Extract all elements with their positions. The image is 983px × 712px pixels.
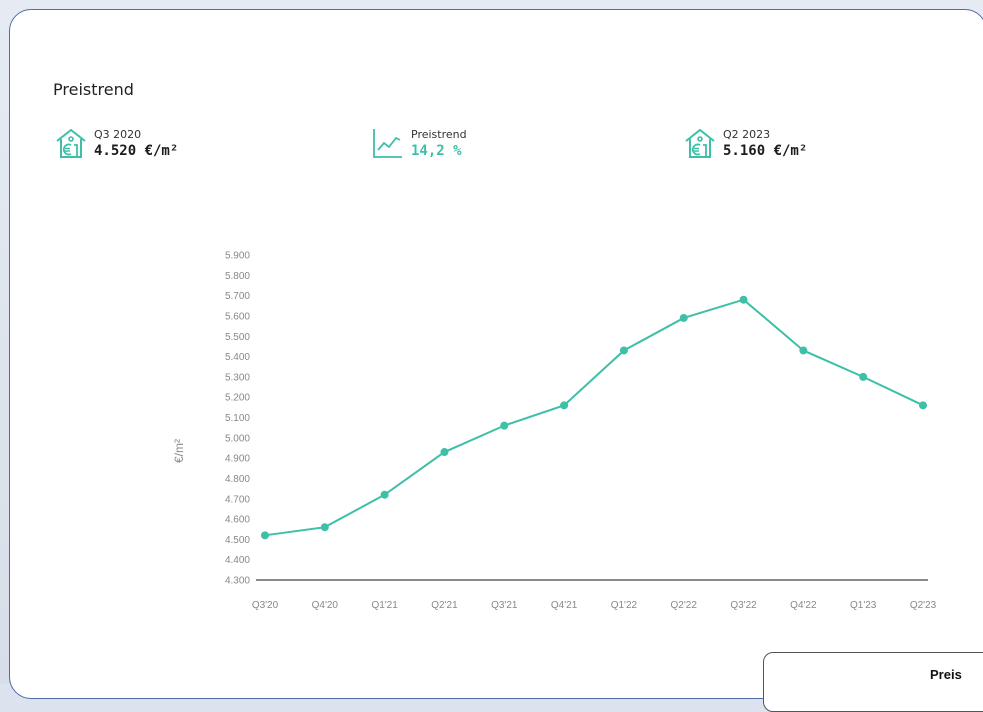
x-tick-label: Q3'21: [491, 600, 518, 611]
trend-chart-icon: [371, 126, 405, 160]
house-euro-icon: [54, 126, 88, 160]
house-euro-icon: [683, 126, 717, 160]
kpi-price-trend: Preistrend 14,2 %: [371, 126, 571, 166]
y-tick-label: 5.700: [225, 291, 250, 302]
y-tick-label: 4.400: [225, 555, 250, 566]
y-tick-label: 5.300: [225, 372, 250, 383]
y-tick-label: 5.900: [225, 251, 250, 262]
data-point: [799, 346, 808, 355]
data-point: [739, 295, 748, 304]
y-axis-label: €/m²: [172, 439, 186, 463]
y-tick-label: 4.900: [225, 454, 250, 465]
kpi-value: 4.520 €/m²: [94, 143, 179, 159]
y-tick-label: 5.000: [225, 433, 250, 444]
overlay-panel[interactable]: Preis: [763, 652, 983, 712]
data-point: [619, 346, 628, 355]
x-tick-label: Q2'23: [910, 600, 937, 611]
kpi-end-price: Q2 2023 5.160 €/m²: [683, 126, 883, 166]
overlay-title: Preis: [930, 667, 962, 682]
x-tick-label: Q4'22: [790, 600, 817, 611]
x-tick-label: Q3'20: [252, 600, 279, 611]
y-tick-label: 5.500: [225, 332, 250, 343]
data-point: [679, 313, 688, 322]
y-tick-label: 5.600: [225, 311, 250, 322]
kpi-start-price: Q3 2020 4.520 €/m²: [54, 126, 254, 166]
data-point: [560, 401, 569, 410]
x-tick-label: Q2'21: [431, 600, 458, 611]
data-point: [859, 372, 868, 381]
y-tick-label: 5.200: [225, 393, 250, 404]
y-tick-label: 5.100: [225, 413, 250, 424]
y-tick-label: 5.800: [225, 271, 250, 282]
y-tick-label: 5.400: [225, 352, 250, 363]
x-tick-label: Q4'20: [312, 600, 339, 611]
data-point: [440, 448, 449, 457]
data-point: [320, 523, 329, 532]
price-trend-card: Preistrend Q3 2020 4.520 €/m² Preistrend: [9, 9, 983, 699]
kpi-value: 14,2 %: [411, 143, 462, 159]
x-tick-label: Q4'21: [551, 600, 578, 611]
data-point: [261, 531, 269, 540]
kpi-label: Preistrend: [411, 128, 467, 141]
y-tick-label: 4.300: [225, 576, 250, 587]
x-tick-label: Q1'22: [611, 600, 638, 611]
data-point: [919, 401, 927, 410]
data-point: [500, 421, 509, 430]
y-tick-label: 4.600: [225, 515, 250, 526]
y-tick-label: 4.800: [225, 474, 250, 485]
section-title: Preistrend: [53, 80, 134, 99]
price-line-chart: 4.300 4.400 4.500 4.600 4.700 4.800 4.900 5.000…: [172, 251, 937, 612]
y-tick-label: 4.500: [225, 535, 250, 546]
data-point: [380, 490, 389, 499]
kpi-label: Q3 2020: [94, 128, 142, 141]
y-tick-label: 4.700: [225, 494, 250, 505]
kpi-label: Q2 2023: [723, 128, 771, 141]
x-tick-label: Q2'22: [671, 600, 698, 611]
series-line: [264, 298, 924, 537]
x-tick-label: Q3'22: [730, 600, 757, 611]
kpi-value: 5.160 €/m²: [723, 143, 808, 159]
x-tick-label: Q1'21: [371, 600, 398, 611]
x-tick-label: Q1'23: [850, 600, 877, 611]
